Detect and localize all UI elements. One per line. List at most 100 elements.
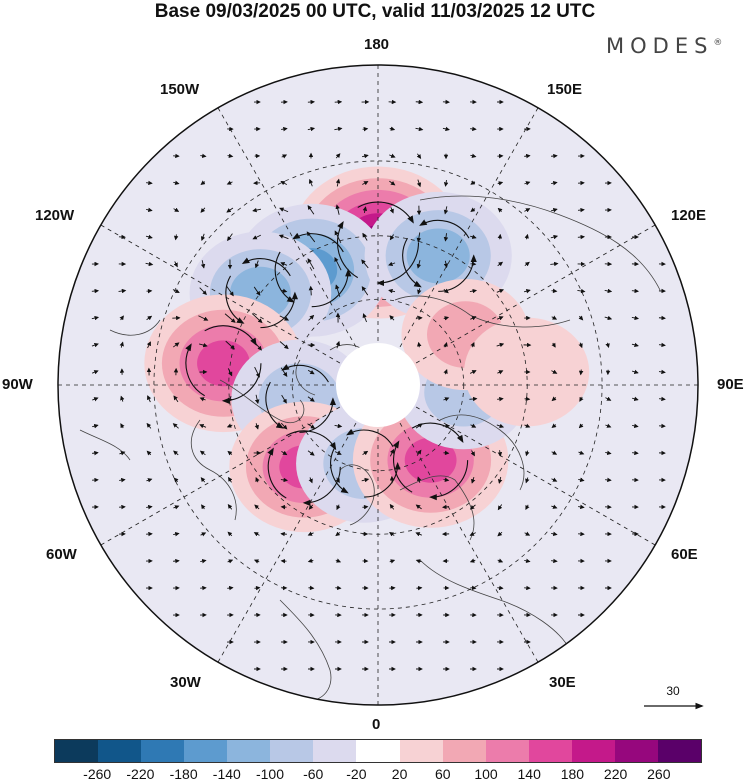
wind-vector [525, 450, 530, 457]
wind-vector [417, 476, 422, 483]
wind-vector [173, 505, 180, 510]
wind-vector [631, 288, 640, 294]
wind-vector [199, 397, 206, 402]
colorbar-swatch [657, 740, 701, 762]
wind-vector [524, 233, 529, 240]
wind-vector [145, 261, 154, 267]
meridian-line [391, 409, 539, 663]
colorbar-tick-label: 20 [391, 766, 408, 782]
lon-label-120w: 120W [35, 207, 75, 224]
colorbar-swatch [356, 740, 400, 762]
wind-vector [604, 288, 613, 294]
wind-vector [579, 396, 584, 402]
wind-vector [335, 178, 341, 187]
lon-label-90w: 90W [2, 376, 33, 393]
colorbar-tick-label: -180 [169, 766, 198, 782]
wind-vector [496, 423, 505, 429]
colorbar-tick-label: -20 [346, 766, 367, 782]
wind-vector [524, 153, 531, 159]
wind-vector [523, 288, 531, 294]
colorbar-swatch [184, 740, 228, 762]
wind-vector [388, 261, 396, 266]
colorbar-swatch [98, 740, 142, 762]
colorbar-swatch [141, 740, 185, 762]
wind-vector [469, 396, 478, 402]
circulation-arc [267, 447, 287, 499]
map-title: Base 09/03/2025 00 UTC, valid 11/03/2025… [154, 1, 596, 22]
wind-vector [307, 396, 315, 402]
wind-vector [119, 477, 126, 483]
wind-vector [578, 342, 583, 349]
wind-vector [632, 423, 639, 429]
wind-vector [389, 207, 394, 214]
colorbar-swatch [399, 740, 443, 762]
anomaly-contour [197, 340, 250, 387]
wind-vector [120, 395, 125, 402]
wind-vector [524, 423, 531, 428]
circulation-arc [292, 232, 344, 253]
wind-vector [335, 585, 342, 591]
wind-vector [389, 503, 395, 510]
wind-vector [658, 369, 666, 375]
wind-vector [632, 450, 639, 456]
wind-vector [416, 260, 422, 269]
wind-vector [173, 395, 179, 403]
colorbar-swatch [614, 740, 658, 762]
wind-vector [200, 260, 206, 269]
wind-vector [308, 178, 314, 187]
wind-vector [227, 585, 234, 591]
vector-scale-arrow [644, 702, 704, 710]
wind-vector [119, 341, 124, 348]
wind-vector [497, 558, 504, 563]
wind-vector [336, 504, 341, 511]
wind-vector [278, 234, 289, 240]
wind-vector [525, 504, 530, 511]
wind-vector [173, 261, 178, 268]
latitude-circle [153, 160, 603, 610]
wind-vector [252, 207, 262, 213]
circulation-arc [311, 268, 352, 308]
wind-vector [551, 288, 558, 294]
wind-vector [198, 315, 209, 321]
wind-vector [173, 234, 179, 241]
wind-vector [389, 234, 395, 241]
wind-vector [551, 315, 558, 320]
wind-vector [200, 532, 207, 537]
meridian-line [100, 398, 354, 546]
wind-vector [280, 180, 288, 186]
wind-vector [497, 476, 503, 484]
wind-vector [605, 450, 612, 456]
wind-vector [631, 342, 639, 348]
colorbar-swatch [313, 740, 357, 762]
wind-vector [146, 478, 153, 483]
lon-label-90e: 90E [717, 376, 744, 393]
wind-vector [227, 233, 233, 242]
lon-label-30e: 30E [549, 674, 576, 691]
wind-vector [200, 180, 206, 185]
circulation-arc [265, 381, 285, 429]
wind-vector [443, 179, 449, 187]
colorbar-swatch [571, 740, 615, 762]
meridian-line [217, 107, 365, 361]
wind-vector [605, 342, 610, 349]
polar-map [57, 64, 699, 706]
colorbar-tick-label: 60 [435, 766, 451, 782]
wind-vector [334, 450, 342, 455]
wind-vector [361, 259, 369, 269]
wind-vector [605, 477, 612, 483]
wind-vector [551, 477, 558, 482]
wind-vector [201, 504, 206, 510]
colorbar-swatch [442, 740, 486, 762]
wind-vector [173, 558, 180, 564]
wind-vector [497, 316, 504, 321]
wind-vector [578, 423, 584, 429]
wind-vector [200, 207, 206, 213]
wind-vectors [91, 99, 666, 672]
wind-vector [497, 504, 503, 511]
wind-vector [146, 504, 153, 510]
wind-vector [470, 316, 477, 321]
wind-vector [577, 234, 586, 240]
wind-vector [120, 423, 125, 429]
wind-vector [173, 207, 180, 212]
wind-vector [416, 153, 422, 159]
